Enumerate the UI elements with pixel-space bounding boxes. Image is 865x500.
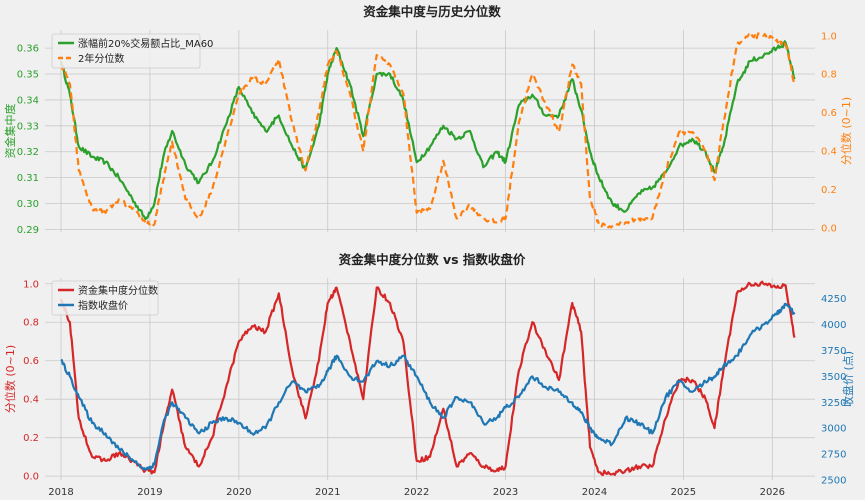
xtick-label: 2021 (315, 487, 340, 498)
xtick-label: 2026 (760, 487, 785, 498)
ytick-left-label: 0.31 (17, 173, 39, 184)
chart-title-top: 资金集中度与历史分位数 (363, 4, 501, 19)
ytick-left-label: 0.35 (17, 70, 39, 81)
ylabel-left-bottom: 分位数 (0~1) (3, 345, 17, 413)
legend-label-2yr-pct: 2年分位数 (78, 52, 124, 65)
ytick-right-label: 4000 (821, 320, 846, 331)
ytick-right-label: 0.4 (821, 147, 837, 158)
ylabel-right-bottom: 收盘价 (点) (841, 351, 855, 407)
series-line-primary (59, 40, 796, 221)
ytick-left-label: 0.6 (23, 356, 39, 367)
ylabel-left-top: 资金集中度 (3, 104, 17, 159)
legend-bottom: 资金集中度分位数 指数收盘价 (51, 280, 159, 316)
ytick-right-label: 2500 (821, 476, 846, 487)
ylabel-right-top: 分位数 (0~1) (839, 97, 853, 165)
ytick-left-label: 0.2 (23, 433, 39, 444)
series-line-secondary (59, 32, 796, 229)
ytick-right-label: 0.2 (821, 185, 837, 196)
ytick-left-label: 0.32 (17, 147, 39, 158)
legend-top: 涨幅前20%交易额占比_MA60 2年分位数 (51, 33, 213, 69)
series-line-primary (59, 280, 796, 477)
plot-area-bottom (45, 278, 815, 480)
ytick-left-label: 0.33 (17, 121, 39, 132)
xtick-label: 2018 (48, 487, 73, 498)
ytick-right-label: 2750 (821, 450, 846, 461)
ytick-left-label: 1.0 (23, 279, 39, 290)
ytick-right-label: 4250 (821, 294, 846, 305)
ytick-left-label: 0.36 (17, 44, 39, 55)
ytick-left-label: 0.29 (17, 225, 39, 236)
chart-title-bottom: 资金集中度分位数 vs 指数收盘价 (339, 252, 526, 267)
xtick-label: 2025 (671, 487, 696, 498)
ytick-left-label: 0.8 (23, 318, 39, 329)
xtick-label: 2022 (404, 487, 429, 498)
ytick-left-label: 0.4 (23, 395, 39, 406)
ytick-left-label: 0.0 (23, 472, 39, 483)
panel-top: 资金集中度与历史分位数 0.29 0.30 0.31 0.32 0.33 0.34 0.35… (3, 4, 853, 236)
legend-label-ma60: 涨幅前20%交易额占比_MA60 (78, 37, 213, 50)
ytick-right-label: 3250 (821, 398, 846, 409)
ytick-right-label: 1.0 (821, 31, 837, 42)
series-line-secondary (60, 302, 796, 471)
legend-label-close: 指数收盘价 (78, 299, 128, 312)
ytick-right-label: 0.0 (821, 224, 837, 235)
ytick-right-label: 3500 (821, 372, 846, 383)
ytick-left-label: 0.34 (17, 95, 39, 106)
xtick-label: 2019 (137, 487, 162, 498)
xtick-label: 2023 (493, 487, 518, 498)
ytick-right-label: 0.8 (821, 70, 837, 81)
xtick-label: 2024 (582, 487, 607, 498)
panel-bottom: 资金集中度分位数 vs 指数收盘价 0.0 0.2 0.4 0.6 0.8 1.0 250… (3, 252, 855, 498)
ytick-left-label: 0.30 (17, 199, 39, 210)
ytick-right-label: 3000 (821, 424, 846, 435)
legend-label-percentile: 资金集中度分位数 (78, 284, 158, 297)
ytick-right-label: 0.6 (821, 108, 837, 119)
ytick-right-label: 3750 (821, 346, 846, 357)
xtick-label: 2020 (226, 487, 251, 498)
